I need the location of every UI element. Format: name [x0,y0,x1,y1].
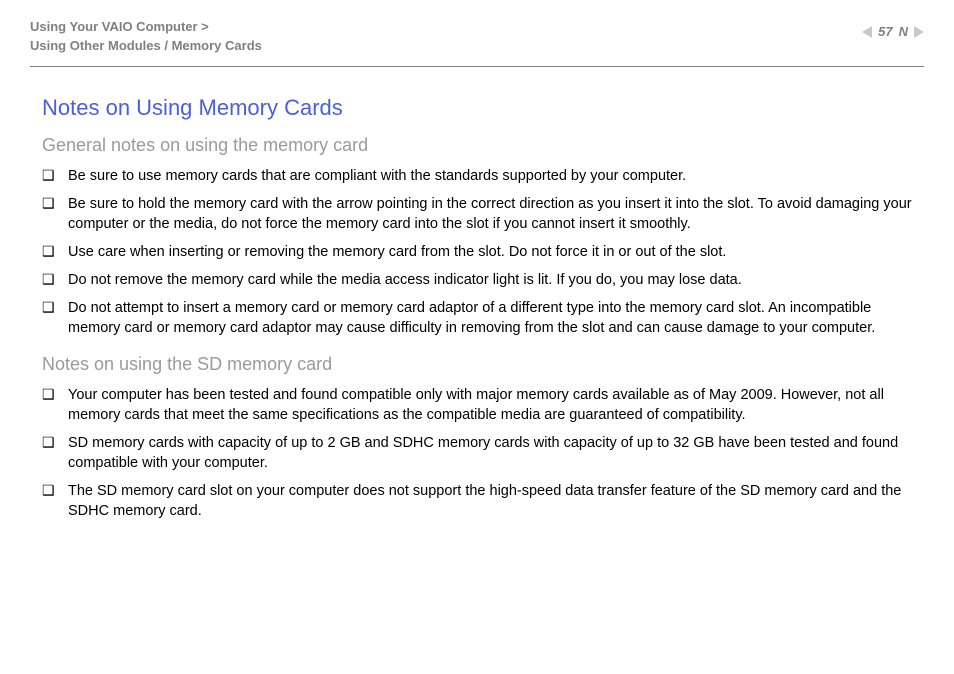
bullet-icon: ❑ [42,298,68,317]
list-text: Use care when inserting or removing the … [68,242,912,262]
list-text: Be sure to use memory cards that are com… [68,166,912,186]
breadcrumb-line1[interactable]: Using Your VAIO Computer > [30,19,209,34]
list-item: ❑SD memory cards with capacity of up to … [42,433,912,473]
page-root: Using Your VAIO Computer > Using Other M… [0,0,954,521]
list-item: ❑Do not attempt to insert a memory card … [42,298,912,338]
bullet-icon: ❑ [42,194,68,213]
list-item: ❑Use care when inserting or removing the… [42,242,912,262]
bullet-icon: ❑ [42,481,68,500]
n-link[interactable]: N [899,24,908,39]
list-item: ❑Do not remove the memory card while the… [42,270,912,290]
list-text: Be sure to hold the memory card with the… [68,194,912,234]
list-item: ❑Be sure to hold the memory card with th… [42,194,912,234]
list-item: ❑The SD memory card slot on your compute… [42,481,912,521]
prev-page-icon[interactable] [862,26,872,38]
section2-list: ❑Your computer has been tested and found… [42,385,912,521]
section1-list: ❑Be sure to use memory cards that are co… [42,166,912,338]
list-item: ❑Be sure to use memory cards that are co… [42,166,912,186]
page-number: 57 [878,24,892,39]
pager: 57 N [862,24,924,39]
page-title: Notes on Using Memory Cards [42,95,912,121]
list-text: Your computer has been tested and found … [68,385,912,425]
list-item: ❑Your computer has been tested and found… [42,385,912,425]
list-text: The SD memory card slot on your computer… [68,481,912,521]
next-page-icon[interactable] [914,26,924,38]
list-text: Do not attempt to insert a memory card o… [68,298,912,338]
list-text: SD memory cards with capacity of up to 2… [68,433,912,473]
breadcrumb: Using Your VAIO Computer > Using Other M… [30,18,262,56]
section1-heading: General notes on using the memory card [42,135,912,156]
bullet-icon: ❑ [42,270,68,289]
bullet-icon: ❑ [42,433,68,452]
bullet-icon: ❑ [42,385,68,404]
bullet-icon: ❑ [42,242,68,261]
page-header: Using Your VAIO Computer > Using Other M… [30,18,924,56]
section2-heading: Notes on using the SD memory card [42,354,912,375]
breadcrumb-line2[interactable]: Using Other Modules / Memory Cards [30,38,262,53]
content-area: Notes on Using Memory Cards General note… [30,67,924,521]
list-text: Do not remove the memory card while the … [68,270,912,290]
bullet-icon: ❑ [42,166,68,185]
